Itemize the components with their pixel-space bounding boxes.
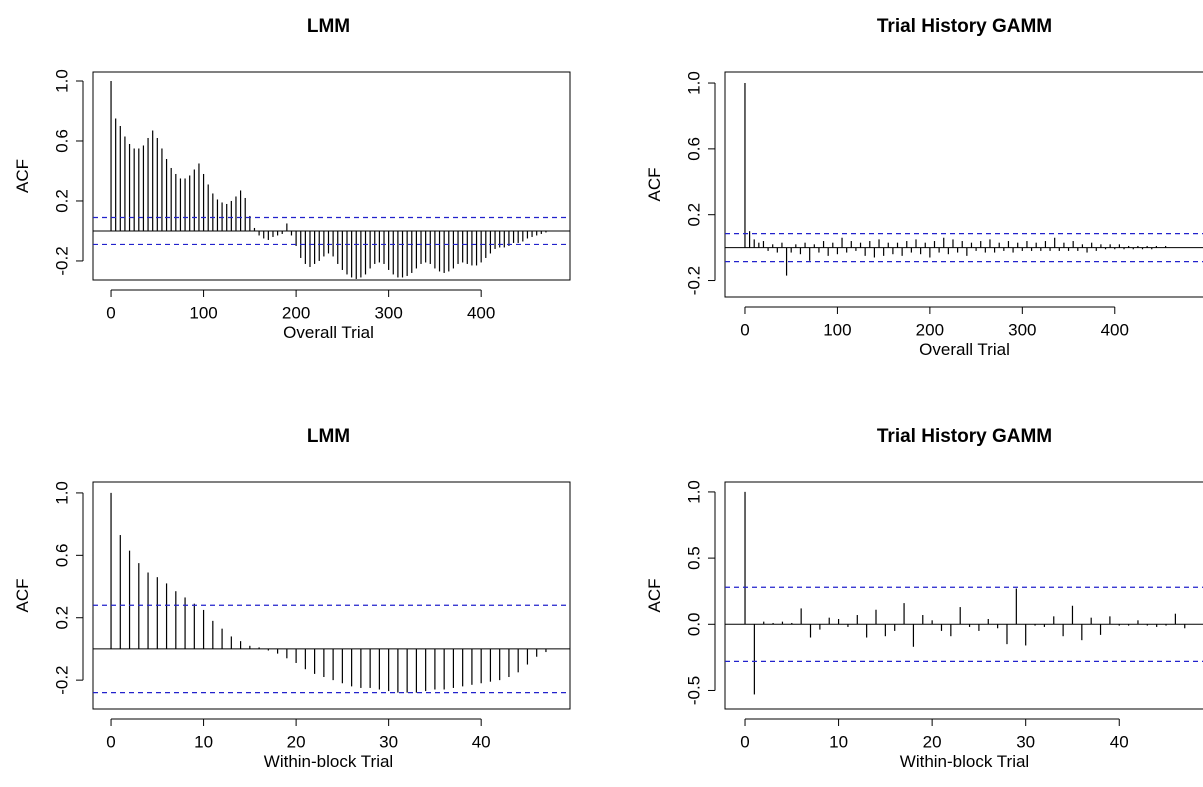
plot-frame xyxy=(92,71,571,281)
y-tick-label: 0.5 xyxy=(684,546,703,570)
x-tick-label: 300 xyxy=(1008,320,1036,339)
y-tick-label: 1.0 xyxy=(52,481,71,505)
x-tick-label: 200 xyxy=(916,320,944,339)
plot-frame xyxy=(92,481,571,710)
x-tick-label: 0 xyxy=(106,732,115,751)
x-tick-label: 100 xyxy=(189,303,217,322)
y-tick-label: 0.6 xyxy=(684,137,703,161)
panel: Trial History GAMM Overall Trial ACF 0 100 20… xyxy=(645,16,1203,359)
y-axis-label: ACF xyxy=(645,579,664,613)
panel-title: LMM xyxy=(307,16,350,37)
panel: LMM Within-block Trial ACF 0 10 20 30 40 -0.2 0.2… xyxy=(13,426,571,771)
x-tick-label: 300 xyxy=(374,303,402,322)
x-tick-label: 10 xyxy=(829,732,848,751)
x-tick-label: 0 xyxy=(740,732,749,751)
y-tick-label: 0.6 xyxy=(52,544,71,568)
y-tick-label: 1.0 xyxy=(684,71,703,95)
y-axis-label: ACF xyxy=(13,159,32,193)
y-tick-label: 1.0 xyxy=(684,480,703,504)
x-axis-label: Within-block Trial xyxy=(900,752,1029,771)
panel-title: Trial History GAMM xyxy=(877,426,1052,447)
y-tick-label: 0.0 xyxy=(684,612,703,636)
x-tick-label: 20 xyxy=(923,732,942,751)
y-tick-label: 1.0 xyxy=(52,69,71,93)
x-tick-label: 10 xyxy=(194,732,213,751)
y-tick-label: 0.2 xyxy=(52,606,71,630)
x-tick-label: 100 xyxy=(823,320,851,339)
x-tick-label: 40 xyxy=(472,732,491,751)
x-axis-label: Within-block Trial xyxy=(264,752,393,771)
plot-frame xyxy=(724,481,1203,710)
x-tick-label: 30 xyxy=(1016,732,1035,751)
y-tick-label: -0.2 xyxy=(52,665,71,694)
plot-frame xyxy=(724,71,1203,298)
y-tick-label: 0.2 xyxy=(684,203,703,227)
y-axis-label: ACF xyxy=(13,579,32,613)
x-tick-label: 30 xyxy=(379,732,398,751)
y-tick-label: -0.2 xyxy=(684,266,703,295)
x-tick-label: 20 xyxy=(287,732,306,751)
panel: LMM Overall Trial ACF 0 100 200 300 400 -0.2 0.2 0… xyxy=(13,16,571,342)
x-tick-label: 0 xyxy=(740,320,749,339)
x-axis-label: Overall Trial xyxy=(283,323,374,342)
x-tick-label: 200 xyxy=(282,303,310,322)
y-axis-label: ACF xyxy=(645,168,664,202)
x-tick-label: 0 xyxy=(106,303,115,322)
y-tick-label: 0.6 xyxy=(52,129,71,153)
x-tick-label: 400 xyxy=(467,303,495,322)
panel: Trial History GAMM Within-block Trial ACF 0… xyxy=(645,426,1203,771)
panel-title: LMM xyxy=(307,426,350,447)
panel-title: Trial History GAMM xyxy=(877,16,1052,37)
y-tick-label: -0.5 xyxy=(684,676,703,705)
x-tick-label: 400 xyxy=(1101,320,1129,339)
y-tick-label: -0.2 xyxy=(52,246,71,275)
x-axis-label: Overall Trial xyxy=(919,340,1010,359)
x-tick-label: 40 xyxy=(1110,732,1129,751)
y-tick-label: 0.2 xyxy=(52,189,71,213)
